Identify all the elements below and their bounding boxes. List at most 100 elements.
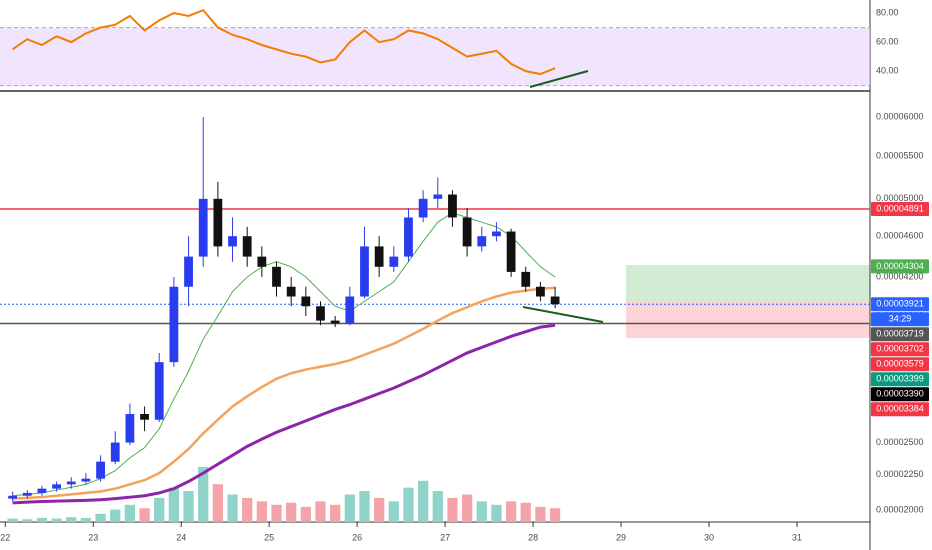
candle-body [8, 495, 18, 499]
x-tick-label: 31 [792, 532, 802, 542]
candle-body [154, 362, 164, 420]
volume-bar [22, 519, 33, 522]
price-tag: 0.00003702 [871, 342, 929, 357]
volume-bar [432, 491, 443, 522]
price-tag: 0.00003719 [871, 327, 929, 342]
y-tick-label: 0.00002250 [876, 469, 924, 479]
candle-body [125, 414, 135, 443]
candle-body [521, 271, 531, 287]
price-tag: 0.00003921 [871, 297, 929, 312]
candle-body [433, 194, 443, 199]
volume-bar [80, 517, 92, 522]
candle-body [477, 236, 487, 247]
volume-bar [505, 501, 517, 522]
price-tag-box [871, 312, 929, 327]
price-tag-label: 0.00004891 [876, 203, 924, 213]
price-tag-label: 0.00003579 [876, 359, 924, 369]
price-tag-box [871, 372, 929, 387]
volume-bar [447, 497, 458, 522]
candle-body [286, 286, 296, 297]
volume-bar [359, 491, 370, 522]
volume-bar [124, 504, 136, 522]
candle-body [37, 488, 47, 493]
volume-bar [271, 504, 282, 522]
candle-body [66, 481, 76, 485]
y-tick-label: 0.00005000 [876, 193, 924, 203]
x-tick-label: 29 [616, 532, 626, 542]
price-tag: 0.00003390 [871, 387, 929, 402]
volume-bar [198, 467, 209, 522]
candle-body [345, 296, 355, 324]
volume-bar [491, 504, 502, 522]
candle-body [492, 231, 501, 237]
x-tick-label: 26 [352, 532, 362, 542]
volume-bar [461, 494, 473, 522]
x-tick-label: 24 [176, 532, 186, 542]
candle-body [213, 198, 223, 247]
volume-bar [212, 484, 223, 522]
candle-body [550, 296, 560, 305]
volume-bar [95, 513, 106, 522]
candle-body [316, 306, 325, 321]
price-tag: 0.00003579 [871, 357, 929, 372]
price-tag-label: 34:29 [889, 314, 912, 324]
price-tag-label: 0.00003390 [876, 389, 924, 399]
x-tick-label: 23 [88, 532, 98, 542]
volume-bar [520, 502, 531, 522]
y-tick-label: 0.00005500 [876, 150, 924, 160]
volume-bar [154, 497, 165, 522]
candle-body [81, 478, 91, 482]
x-tick-label: 28 [528, 532, 538, 542]
volume-bar [66, 517, 77, 522]
candle-body [330, 320, 340, 324]
price-tag: 0.00003384 [871, 402, 929, 417]
price-tag-box [871, 259, 929, 274]
volume-bar [36, 517, 48, 522]
volume-bar [417, 480, 429, 522]
stop-zone [626, 302, 870, 338]
y-tick-label: 0.00004600 [876, 231, 924, 241]
price-tag-box [871, 201, 929, 216]
volume-bar [242, 497, 253, 522]
price-tag: 0.00003399 [871, 372, 929, 387]
volume-bar [139, 508, 150, 522]
candle-body [462, 217, 472, 247]
volume-bar [227, 494, 238, 522]
candle-body [360, 246, 369, 297]
y-tick-label: 0.00002000 [876, 504, 924, 514]
volume-bar [183, 491, 194, 522]
volume-bar [374, 497, 385, 522]
volume-bar [300, 506, 311, 522]
volume-bar [51, 518, 62, 522]
volume-bar [344, 494, 355, 522]
volume-bar [315, 501, 326, 522]
price-tag-box [871, 297, 929, 312]
rsi-line [12, 8, 556, 76]
candle-body [272, 266, 281, 287]
rsi-tick-label: 40.00 [876, 66, 899, 76]
target-zone [626, 265, 870, 302]
content: 80.00 60.00 40.00 0.00006000 0.00005500 0.000… [0, 7, 929, 542]
candle-body [198, 198, 208, 257]
candle-body [140, 414, 149, 420]
price-tag-box [871, 402, 929, 417]
moving-average [12, 323, 556, 505]
candle-body [169, 286, 179, 363]
volume-bar [286, 502, 297, 522]
candle-body [22, 492, 32, 496]
price-tag-label: 0.00003702 [876, 344, 924, 354]
candle-body [184, 256, 193, 287]
candle-body [536, 286, 545, 297]
candle-body [242, 236, 252, 257]
price-tag-label: 0.00004304 [876, 261, 924, 271]
candle-body [96, 461, 105, 479]
volume-bar [535, 506, 546, 522]
volume-bar [110, 509, 121, 522]
volume-bar [476, 501, 487, 522]
price-tag-label: 0.00003921 [876, 299, 924, 309]
candle-body [110, 442, 120, 462]
price-tag-box [871, 357, 929, 372]
price-tag: 0.00004891 [871, 201, 929, 216]
moving-average [12, 212, 556, 497]
